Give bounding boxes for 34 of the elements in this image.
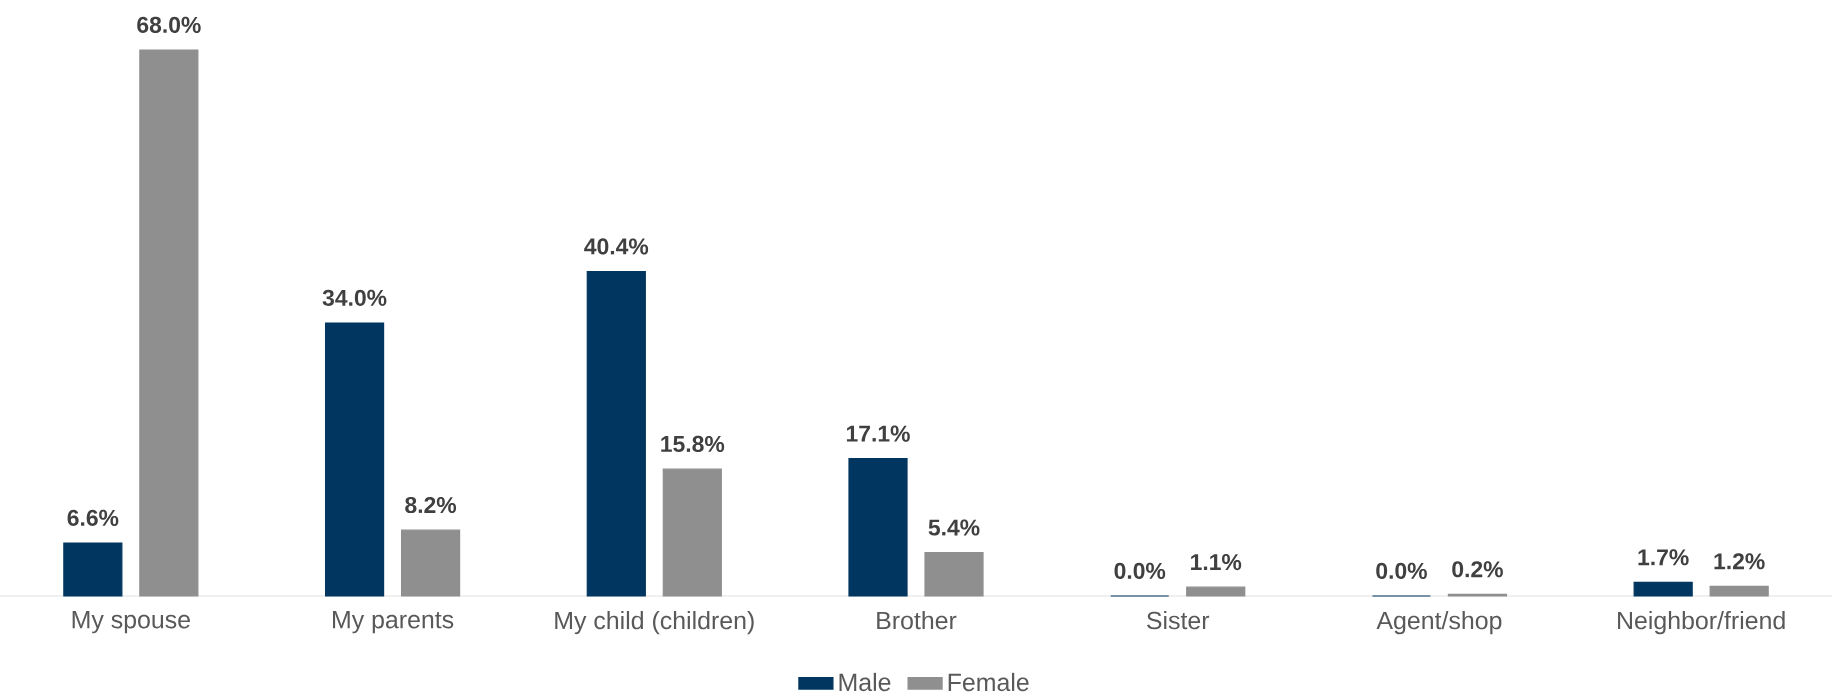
bar [924,552,984,597]
legend-label: Male [839,672,891,692]
data-label: 15.8% [661,435,725,453]
data-label: 0.2% [1452,561,1503,578]
x-tick-label: My spouse [72,611,190,634]
x-tick-label: Sister [1147,611,1210,630]
bar [400,529,461,597]
bar [662,468,722,597]
data-label: 0.0% [1114,562,1166,579]
data-label: 17.1% [846,425,910,442]
data-label: 68.0% [137,16,201,33]
data-label: 5.4% [928,519,980,536]
data-label: 8.2% [405,496,457,514]
x-tick-label: My parents [333,611,454,634]
bar [139,49,199,597]
bar [1186,586,1246,597]
bar [63,542,123,597]
bar [1633,581,1693,597]
legend-label: Female [948,672,1029,692]
bar [324,322,385,597]
data-label: 1.7% [1638,549,1689,566]
bar [1709,585,1769,597]
data-label: 1.2% [1714,553,1765,570]
data-label: 1.1% [1191,554,1242,571]
x-tick-label: Neighbor/friend [1618,611,1785,635]
bar [586,271,646,597]
bar [848,458,908,597]
data-label: 0.0% [1376,562,1427,579]
data-label: 40.4% [584,238,649,255]
data-label: 34.0% [322,289,387,306]
data-label: 6.6% [67,509,119,526]
x-tick-label: Brother [877,611,957,630]
x-tick-label: My child (children) [555,611,754,635]
x-tick-label: Agent/shop [1376,611,1502,635]
